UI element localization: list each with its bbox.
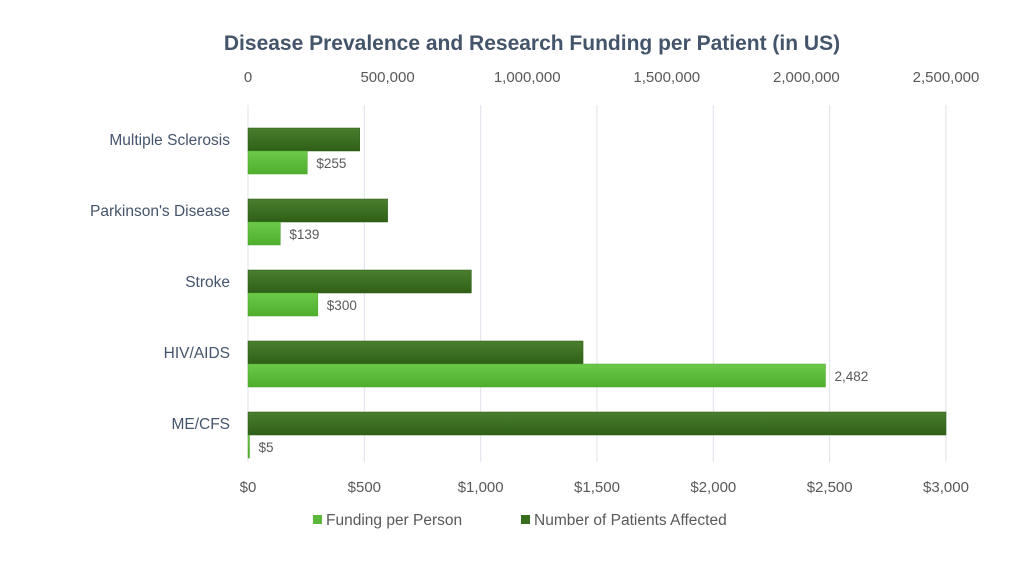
chart-title: Disease Prevalence and Research Funding … xyxy=(224,32,840,55)
bottom-axis-tick-label: $500 xyxy=(348,479,381,496)
bottom-axis-tick-label: $1,500 xyxy=(574,479,620,496)
bar-funding-per-person xyxy=(247,363,826,388)
legend-swatch xyxy=(313,515,322,524)
bar-patients-affected xyxy=(247,269,472,294)
legend-label: Number of Patients Affected xyxy=(534,512,727,529)
legend-swatch xyxy=(521,515,530,524)
legend: Funding per Person Number of Patients Aff… xyxy=(313,512,727,529)
bottom-axis-tick-label: $3,000 xyxy=(923,479,969,496)
bar-patients-affected xyxy=(247,127,360,152)
category-label: Parkinson's Disease xyxy=(90,203,230,220)
top-axis-tick-label: 1,500,000 xyxy=(633,69,700,86)
bottom-axis-tick-label: $2,500 xyxy=(807,479,853,496)
data-label-funding: $255 xyxy=(316,156,346,171)
bars xyxy=(247,127,947,459)
bar-patients-affected xyxy=(247,340,584,365)
gridlines xyxy=(247,105,947,462)
category-axis: Multiple Sclerosis Parkinson's Disease Str… xyxy=(90,132,230,433)
bottom-axis: $0 $500 $1,000 $1,500 $2,000 $2,500 $3,000 xyxy=(240,479,969,496)
bottom-axis-tick-label: $2,000 xyxy=(690,479,736,496)
top-axis-tick-label: 1,000,000 xyxy=(494,69,561,86)
category-label: Stroke xyxy=(185,274,230,291)
category-label: HIV/AIDS xyxy=(164,345,230,362)
data-labels: $255 $139 $300 2,482 $5 xyxy=(259,156,869,455)
top-axis: 0 500,000 1,000,000 1,500,000 2,000,000 2,500… xyxy=(244,69,980,86)
category-label: Multiple Sclerosis xyxy=(109,132,230,149)
bar-funding-per-person xyxy=(247,150,308,175)
top-axis-tick-label: 0 xyxy=(244,69,252,86)
bar-patients-affected xyxy=(247,411,947,436)
bar-funding-per-person xyxy=(247,292,319,317)
data-label-funding: $300 xyxy=(327,298,357,313)
bar-funding-per-person xyxy=(247,434,250,459)
bar-funding-per-person xyxy=(247,221,281,246)
data-label-funding: $5 xyxy=(259,440,274,455)
top-axis-tick-label: 2,000,000 xyxy=(773,69,840,86)
bar-patients-affected xyxy=(247,198,388,223)
top-axis-tick-label: 2,500,000 xyxy=(913,69,980,86)
legend-label: Funding per Person xyxy=(326,512,462,529)
top-axis-tick-label: 500,000 xyxy=(360,69,414,86)
data-label-funding: $139 xyxy=(289,227,319,242)
data-label-funding: 2,482 xyxy=(834,369,868,384)
bottom-axis-tick-label: $0 xyxy=(240,479,257,496)
category-label: ME/CFS xyxy=(171,416,230,433)
bottom-axis-tick-label: $1,000 xyxy=(458,479,504,496)
